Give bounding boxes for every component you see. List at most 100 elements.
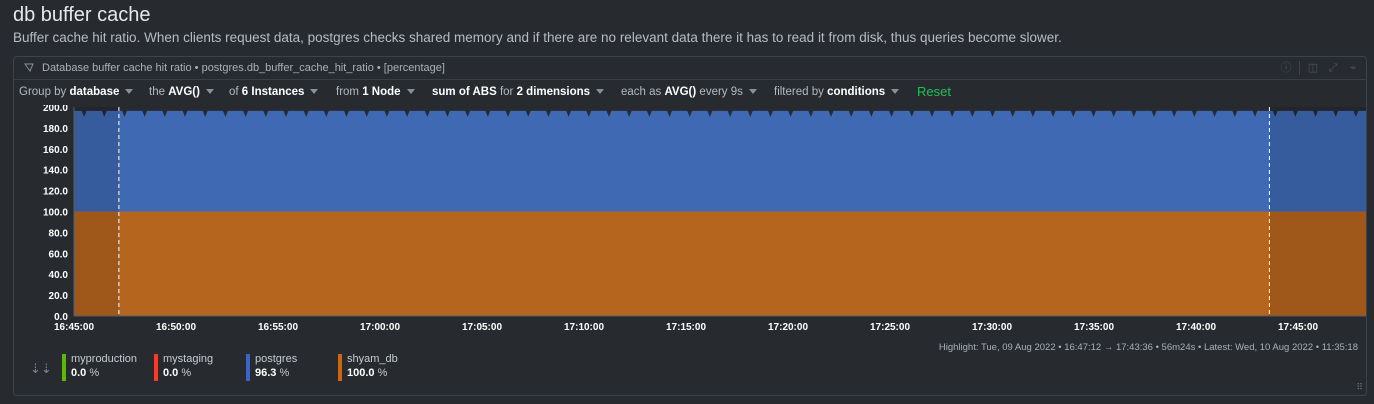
area-dip [625,107,634,117]
area-dip [786,107,795,117]
area-dip [382,107,391,117]
area-dip [766,107,775,117]
area-dip [887,107,896,117]
panel-header: Database buffer cache hit ratio • postgr… [14,57,1366,80]
area-dip [1190,107,1199,117]
area-dip [1311,107,1320,117]
area-dip [968,107,977,117]
y-tick-label: 0.0 [54,312,68,323]
chart-panel: Database buffer cache hit ratio • postgr… [13,56,1367,396]
section-description: Buffer cache hit ratio. When clients req… [13,30,1062,45]
aggregation-dropdown[interactable]: the AVG() [149,86,214,98]
area-dip [241,107,250,117]
area-dip [584,107,593,117]
area-dip [423,107,432,117]
y-tick-label: 60.0 [49,249,69,260]
area-dip [1129,107,1138,117]
area-dip [1089,107,1098,117]
x-tick-label: 16:45:00 [54,322,94,333]
area-dip [1351,107,1360,117]
area-dip [685,107,694,117]
area-dip [544,107,553,117]
area-dip [483,107,492,117]
area-dip [443,107,452,117]
reset-button[interactable]: Reset [917,84,951,99]
chart-plot[interactable]: 0.0 20.0 40.0 60.0 80.0 100.0 120.0 140.0 160.0 1… [14,105,1366,341]
legend-color-bar [62,354,66,381]
y-tick-label: 160.0 [43,145,68,156]
sort-icon[interactable]: ⇣⇣ [30,361,52,376]
x-tick-label: 17:20:00 [768,322,808,333]
legend-item-value: 0.0 % [71,367,100,379]
area-dip [746,107,755,117]
legend-item-value: 100.0 % [347,367,388,379]
legend-item-myproduction[interactable]: myproduction 0.0 % [62,353,137,381]
area-dip [1250,107,1259,117]
area-dip [665,107,674,117]
area-dip [1291,107,1300,117]
chart-toolbar: Group by database the AVG() of 6 Instanc… [14,80,1366,104]
legend-item-name: shyam_db [347,353,398,365]
alert-icon[interactable]: ⌁ [1349,62,1357,74]
area-dip [927,107,936,117]
legend-item-postgres[interactable]: postgres 96.3 % [246,353,297,381]
info-icon[interactable]: ⓘ [1280,62,1292,74]
chevron-down-icon [205,89,214,95]
area-dip [524,107,533,117]
fullscreen-icon[interactable]: ⤢ [1328,62,1338,74]
area-dip [907,107,916,117]
dim-region-right [1269,107,1366,316]
chevron-down-icon [310,89,319,95]
legend-item-mystaging[interactable]: mystaging 0.0 % [154,353,214,381]
area-dip [403,107,412,117]
filter-dropdown[interactable]: filtered by conditions [774,86,900,98]
section-title: db buffer cache [13,4,151,26]
chart-title: Database buffer cache hit ratio • postgr… [42,62,445,74]
area-dip [181,107,190,117]
y-tick-label: 120.0 [43,187,68,198]
area-dip [201,107,210,117]
y-tick-label: 140.0 [43,166,68,177]
area-series-postgres [74,110,1366,212]
x-tick-label: 17:10:00 [564,322,604,333]
x-tick-label: 17:25:00 [870,322,910,333]
time-aggregation-dropdown[interactable]: each as AVG() every 9s [621,86,757,98]
y-tick-label: 40.0 [49,270,69,281]
resize-handle-icon[interactable]: ⠿ [1356,382,1363,392]
dimensions-dropdown[interactable]: sum of ABS for 2 dimensions [432,86,605,98]
area-dip [1271,107,1280,117]
y-tick-label: 180.0 [43,124,68,135]
legend-item-name: mystaging [163,353,214,365]
legend-item-shyam_db[interactable]: shyam_db 100.0 % [338,353,398,381]
y-tick-label: 100.0 [43,208,68,219]
area-dip [988,107,997,117]
area-dip [100,107,109,117]
area-dip [827,107,836,117]
area-dip [705,107,714,117]
area-dip [1109,107,1118,117]
area-dip [847,107,856,117]
instances-dropdown[interactable]: of 6 Instances [229,86,319,98]
x-tick-label: 17:00:00 [360,322,400,333]
legend-color-bar [154,354,158,381]
area-dip [362,107,371,117]
nodes-dropdown[interactable]: from 1 Node [336,86,415,98]
layers-icon[interactable]: ◫ [1307,62,1319,74]
y-tick-label: 20.0 [49,291,69,302]
group-by-dropdown[interactable]: Group by database [19,86,134,98]
area-dip [564,107,573,117]
chart-legend: ⇣⇣ myproduction 0.0 % mystaging 0.0 % postgr… [14,341,1366,395]
area-dip [120,107,129,117]
area-dip [281,107,290,117]
chevron-down-icon [596,89,605,95]
area-series-shyam_db [74,211,1366,316]
x-tick-label: 17:15:00 [666,322,706,333]
area-dip [504,107,513,117]
area-dip [1170,107,1179,117]
x-tick-label: 17:45:00 [1278,322,1318,333]
chevron-down-icon [125,89,134,95]
area-dip [1150,107,1159,117]
x-tick-label: 17:40:00 [1176,322,1216,333]
chevron-down-icon [748,89,757,95]
area-dip [80,107,89,117]
